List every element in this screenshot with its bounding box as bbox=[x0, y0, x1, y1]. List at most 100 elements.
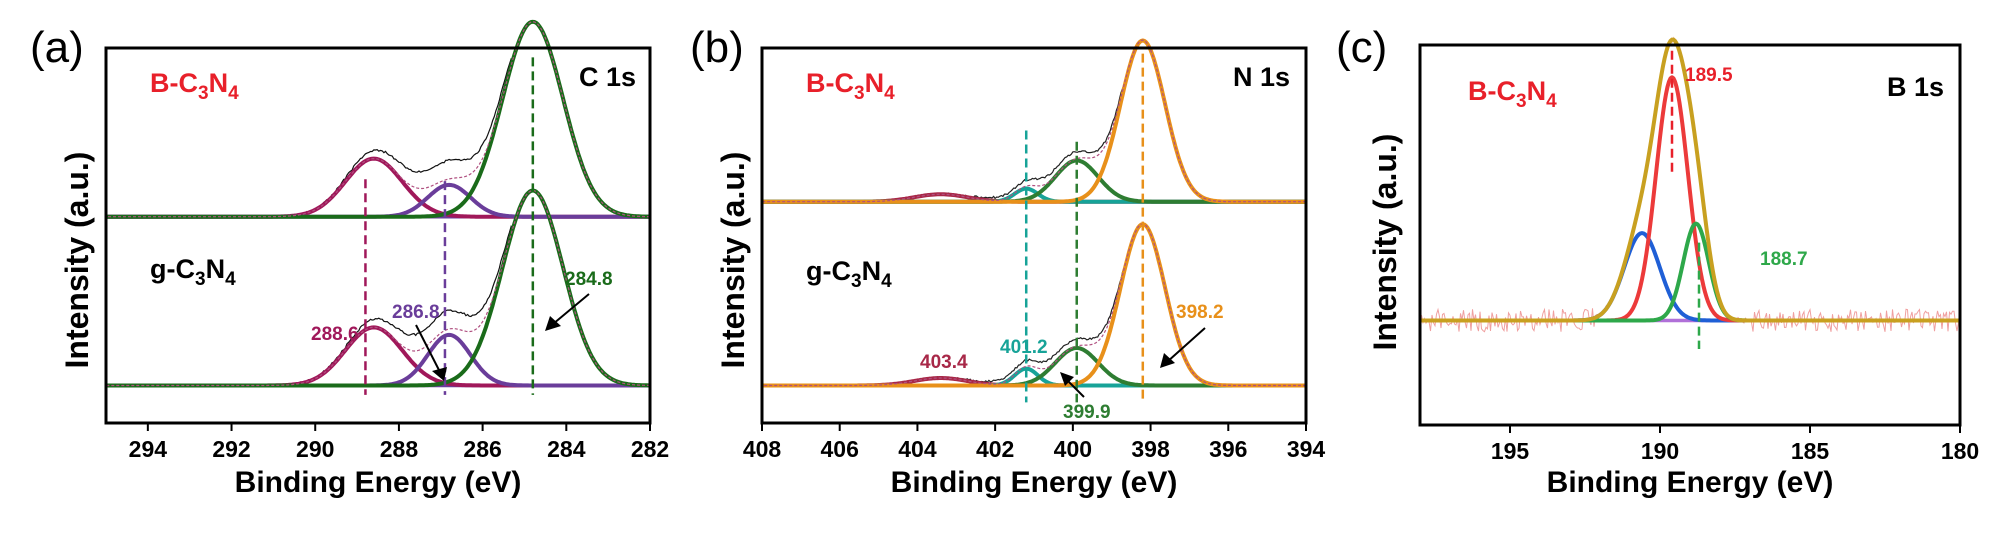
x-tick-label: 180 bbox=[1941, 438, 1979, 464]
sample-prefix: g-C bbox=[806, 256, 851, 286]
panel-b-label: (b) bbox=[690, 23, 744, 72]
panel-b-y-label: Intensity (a.u.) bbox=[715, 152, 751, 369]
sample-prefix: g-C bbox=[150, 254, 195, 284]
raw-data-line bbox=[761, 38, 1307, 204]
x-tick-label: 185 bbox=[1791, 438, 1830, 464]
envelope-line bbox=[106, 21, 650, 218]
x-tick-label: 282 bbox=[631, 436, 669, 462]
annotation-284-8: 284.8 bbox=[565, 269, 613, 290]
panel-a-label: (a) bbox=[30, 23, 84, 72]
panel-c-label: (c) bbox=[1336, 23, 1387, 72]
arrowhead-284-8 bbox=[545, 316, 561, 331]
subscript: 3 bbox=[854, 83, 865, 104]
x-tick-label: 286 bbox=[463, 436, 501, 462]
panel-a-sample-g: g-C3N4 bbox=[150, 254, 236, 290]
annotation-403-4: 403.4 bbox=[920, 352, 968, 373]
panel-b-x-label: Binding Energy (eV) bbox=[891, 466, 1178, 499]
panel-c-frame bbox=[1418, 43, 1962, 427]
arrowhead-399-9 bbox=[1060, 372, 1074, 386]
panel-b-frame bbox=[760, 46, 1308, 425]
subscript: 3 bbox=[195, 269, 206, 290]
x-tick-label: 190 bbox=[1641, 438, 1679, 464]
panel-a-y-label: Intensity (a.u.) bbox=[59, 152, 95, 369]
x-tick-label: 400 bbox=[1054, 436, 1092, 462]
x-tick-label: 402 bbox=[976, 436, 1014, 462]
x-tick-label: 394 bbox=[1287, 436, 1326, 462]
sample-mid: N bbox=[206, 254, 226, 284]
sample-mid: N bbox=[865, 68, 885, 98]
fit-peak-286.8 bbox=[105, 332, 651, 388]
panel-a-sample-b: B-C3N4 bbox=[150, 68, 239, 104]
annotation-188-7: 188.7 bbox=[1760, 249, 1808, 270]
panel-b-sample-b: B-C3N4 bbox=[806, 68, 895, 104]
fit-peak-286.8 bbox=[105, 182, 651, 219]
fit-peak-284.8 bbox=[105, 19, 651, 219]
panel-b-plot bbox=[761, 38, 1307, 403]
x-tick-label: 396 bbox=[1209, 436, 1247, 462]
panel-c: (c) Intensity (a.u.) 195 190 185 180 Bindin… bbox=[1336, 23, 1979, 499]
x-tick-label: 404 bbox=[898, 436, 937, 462]
subscript: 3 bbox=[1516, 91, 1527, 112]
arrowhead-398-2 bbox=[1160, 353, 1175, 368]
panel-c-plot bbox=[1419, 36, 1961, 349]
subscript: 4 bbox=[884, 83, 895, 104]
subscript: 4 bbox=[881, 271, 892, 292]
x-tick-label: 284 bbox=[547, 436, 586, 462]
panel-b: (b) Intensity (a.u.) 408 406 404 402 400 398 3… bbox=[690, 23, 1325, 499]
arrow-286-8 bbox=[415, 324, 442, 375]
panel-c-title: B 1s bbox=[1887, 72, 1944, 102]
annotation-398-2: 398.2 bbox=[1176, 302, 1224, 323]
panel-b-sample-g: g-C3N4 bbox=[806, 256, 892, 292]
panel-a-frame bbox=[104, 46, 652, 425]
x-tick-label: 195 bbox=[1491, 438, 1530, 464]
panel-c-y-label: Intensity (a.u.) bbox=[1367, 134, 1403, 351]
x-tick-label: 406 bbox=[821, 436, 859, 462]
panel-c-x-label: Binding Energy (eV) bbox=[1547, 466, 1834, 499]
sample-mid: N bbox=[1527, 76, 1547, 106]
fit-peak-188.8 bbox=[1419, 221, 1961, 323]
fit-peak-401.2 bbox=[761, 366, 1307, 388]
panel-b-x-ticks: 408 406 404 402 400 398 396 394 bbox=[743, 423, 1326, 462]
annotation-189-5: 189.5 bbox=[1685, 65, 1733, 86]
subscript: 3 bbox=[198, 83, 209, 104]
panel-b-title: N 1s bbox=[1233, 62, 1290, 92]
panel-c-sample-b: B-C3N4 bbox=[1468, 76, 1557, 112]
x-tick-label: 290 bbox=[296, 436, 334, 462]
annotation-401-2: 401.2 bbox=[1000, 337, 1048, 358]
sample-mid: N bbox=[862, 256, 882, 286]
sample-prefix: B-C bbox=[150, 68, 198, 98]
x-tick-label: 294 bbox=[129, 436, 168, 462]
panel-a: (a) Intensity (a.u.) 294 292 290 288 286 284 2… bbox=[30, 19, 669, 499]
envelope-line bbox=[762, 39, 1306, 203]
x-tick-label: 408 bbox=[743, 436, 782, 462]
panel-c-x-ticks: 195 190 185 180 bbox=[1491, 425, 1979, 464]
subscript: 3 bbox=[851, 271, 862, 292]
x-tick-label: 292 bbox=[212, 436, 250, 462]
fit-peak-399.9 bbox=[761, 158, 1307, 204]
x-tick-label: 288 bbox=[380, 436, 419, 462]
subscript: 4 bbox=[225, 269, 236, 290]
sample-prefix: B-C bbox=[806, 68, 854, 98]
arrow-398-2 bbox=[1166, 327, 1206, 363]
subscript: 4 bbox=[1546, 91, 1557, 112]
panel-a-title: C 1s bbox=[579, 62, 636, 92]
annotation-288-6: 288.6 bbox=[311, 324, 359, 345]
envelope-line bbox=[1420, 37, 1960, 323]
fit-peak-190.6 bbox=[1419, 231, 1961, 323]
sample-prefix: B-C bbox=[1468, 76, 1516, 106]
fit-peak-398.2 bbox=[761, 38, 1307, 204]
raw-data-line bbox=[761, 223, 1307, 388]
panel-a-plot bbox=[105, 19, 651, 395]
panel-a-x-ticks: 294 292 290 288 286 284 282 bbox=[129, 423, 669, 462]
panel-a-x-label: Binding Energy (eV) bbox=[235, 466, 522, 499]
envelope-line bbox=[106, 189, 650, 387]
arrow-284-8 bbox=[552, 293, 590, 325]
x-tick-label: 398 bbox=[1131, 436, 1170, 462]
annotation-286-8: 286.8 bbox=[392, 302, 440, 323]
envelope-line bbox=[762, 223, 1306, 387]
sample-mid: N bbox=[209, 68, 229, 98]
arrowhead-286-8 bbox=[432, 367, 447, 381]
fit-peak-288.6 bbox=[105, 156, 651, 219]
